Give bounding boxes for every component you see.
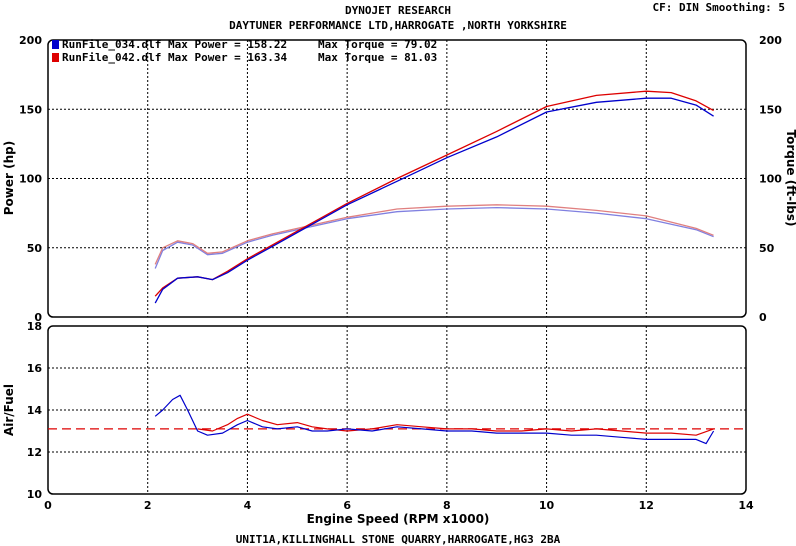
x-tick-label: 10: [539, 499, 555, 512]
power-tick-label: 100: [19, 173, 42, 186]
torque-tick-label: 0: [759, 311, 767, 324]
afr-line-run1: [154, 394, 715, 445]
footer-address: UNIT1A,KILLINGHALL STONE QUARRY,HARROGAT…: [236, 533, 561, 546]
legend-swatch-run2: [52, 53, 59, 62]
afr-tick-label: 18: [27, 320, 42, 333]
afr-grid: [48, 326, 746, 494]
torque-tick-label: 100: [759, 173, 782, 186]
x-tick-label: 4: [244, 499, 252, 512]
torque-line-run1: [154, 206, 714, 269]
afr-tick-label: 10: [27, 488, 43, 501]
afr-plot: [154, 394, 715, 445]
legend: RunFile_034.dlf Max Power = 158.22 Max T…: [52, 38, 437, 64]
torque-axis-label: Torque (ft-lbs): [784, 130, 796, 227]
power-tick-label: 50: [27, 242, 43, 255]
afr-tick-label: 16: [27, 362, 43, 375]
legend-run1-power: RunFile_034.dlf Max Power = 158.22: [62, 38, 287, 51]
power-tick-label: 150: [19, 103, 42, 116]
settings-label: CF: DIN Smoothing: 5: [653, 1, 785, 14]
legend-run2-power: RunFile_042.dlf Max Power = 163.34: [62, 51, 288, 64]
torque-tick-label: 200: [759, 34, 782, 47]
chart-title: DYNOJET RESEARCH: [345, 4, 451, 17]
power-line-run1: [154, 97, 714, 304]
torque-tick-label: 150: [759, 103, 782, 116]
x-tick-label: 6: [343, 499, 351, 512]
power-axis-label: Power (hp): [2, 141, 16, 215]
afr-tick-label: 12: [27, 446, 42, 459]
x-tick-label: 12: [639, 499, 654, 512]
x-tick-label: 2: [144, 499, 152, 512]
legend-run2-torque: Max Torque = 81.03: [318, 51, 437, 64]
afr-line-run2: [197, 413, 714, 436]
afr-axis-label: Air/Fuel: [2, 384, 16, 436]
x-tick-label: 0: [44, 499, 52, 512]
power-tick-label: 0: [34, 311, 42, 324]
x-tick-label: 8: [443, 499, 451, 512]
x-axis-label: Engine Speed (RPM x1000): [307, 512, 490, 526]
torque-tick-label: 50: [759, 242, 775, 255]
power-tick-label: 200: [19, 34, 42, 47]
x-tick-label: 14: [738, 499, 754, 512]
torque-line-run2: [154, 204, 714, 265]
afr-tick-label: 14: [27, 404, 43, 417]
legend-swatch-run1: [52, 40, 59, 49]
power-torque-plot: [154, 90, 714, 304]
chart-subtitle: DAYTUNER PERFORMANCE LTD,HARROGATE ,NORT…: [229, 19, 567, 32]
legend-run1-torque: Max Torque = 79.02: [318, 38, 437, 51]
